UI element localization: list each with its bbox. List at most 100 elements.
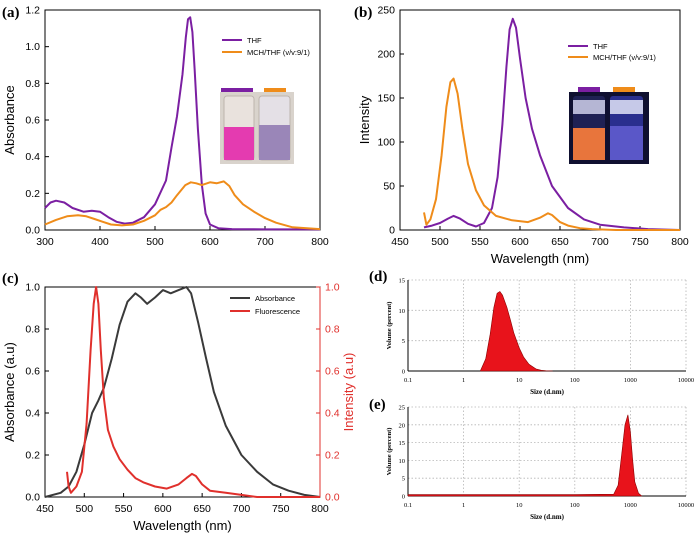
legend-entry-0: Absorbance bbox=[255, 294, 295, 303]
x-tick-label: 750 bbox=[631, 236, 649, 248]
series-line-1 bbox=[423, 77, 680, 231]
legend-entry-1: MCH/THF (v/v:9/1) bbox=[247, 48, 310, 57]
x-tick-label: 1000 bbox=[624, 377, 637, 384]
legend-entry-0: THF bbox=[593, 42, 608, 51]
legend-entry-1: Fluorescence bbox=[255, 307, 300, 316]
panel-label-e: (e) bbox=[369, 397, 386, 413]
x-tick-label: 700 bbox=[591, 236, 609, 248]
chart-panel-c: 450 500 550 600 650 700 750 8000.00.20.40.60.81… bbox=[2, 282, 356, 533]
x-tick-label: 600 bbox=[511, 236, 529, 248]
y-tick-label: 0.2 bbox=[25, 188, 40, 200]
y-tick-label: 1.0 bbox=[25, 41, 40, 53]
x-tick-label: 800 bbox=[311, 503, 329, 515]
series-line-0 bbox=[423, 17, 681, 231]
x-axis-label: Size (d.nm) bbox=[530, 513, 565, 521]
x-tick-label: 600 bbox=[201, 236, 219, 248]
y-tick-label: 0.0 bbox=[25, 225, 40, 237]
y-tick-label: 5 bbox=[402, 476, 405, 483]
x-tick-label: 450 bbox=[391, 236, 409, 248]
x-tick-label: 10000 bbox=[678, 502, 694, 509]
y-axis-label: Absorbance bbox=[2, 85, 17, 154]
x-tick-label: 800 bbox=[671, 236, 689, 248]
x-tick-label: 800 bbox=[311, 236, 329, 248]
x-tick-label: 700 bbox=[233, 503, 251, 515]
x-tick-label: 600 bbox=[154, 503, 172, 515]
series-line-0 bbox=[44, 286, 321, 498]
x-tick-label: 0.1 bbox=[404, 377, 412, 384]
chart-panel-b: 450 500 550 600 650 700 750 800 0 50 100 150 200 250 W… bbox=[357, 5, 689, 267]
y-axis-label: Volume (percent) bbox=[386, 428, 393, 476]
y2-tick-label: 0.0 bbox=[325, 492, 340, 504]
y-tick-label: 250 bbox=[377, 5, 395, 17]
inset-photo-vials-b bbox=[569, 87, 649, 164]
chart-panel-d: 0.1 1 10 100 1000 10000 0 5 10 15 Size (d.nm) Volum… bbox=[386, 278, 694, 397]
y-tick-label: 0.2 bbox=[25, 450, 40, 462]
y-tick-label: 15 bbox=[399, 440, 406, 447]
vial-marker-purple bbox=[221, 88, 253, 94]
x-tick-label: 10 bbox=[516, 502, 523, 509]
vial-marker-orange bbox=[264, 88, 286, 94]
vial-thf-emission bbox=[573, 128, 605, 160]
vial-mch-emission bbox=[610, 126, 643, 160]
x-tick-label: 500 bbox=[76, 503, 94, 515]
plot-frame bbox=[399, 9, 681, 231]
x-tick-label: 100 bbox=[570, 377, 580, 384]
x-tick-label: 500 bbox=[146, 236, 164, 248]
x-tick-label: 0.1 bbox=[404, 502, 412, 509]
y-tick-label: 200 bbox=[377, 49, 395, 61]
y-tick-label: 0.8 bbox=[25, 78, 40, 90]
size-distribution-area bbox=[479, 291, 553, 372]
x-tick-label: 1 bbox=[462, 502, 465, 509]
y-tick-label: 20 bbox=[399, 422, 406, 429]
x-tick-label: 550 bbox=[115, 503, 133, 515]
y-tick-label: 0.4 bbox=[25, 151, 40, 163]
x-tick-label: 10000 bbox=[678, 377, 694, 384]
y-tick-label: 1.0 bbox=[25, 282, 40, 294]
inset-photo-vials-a bbox=[220, 88, 294, 164]
x-tick-label: 650 bbox=[193, 503, 211, 515]
series-line-1 bbox=[44, 180, 321, 231]
series-line-0 bbox=[44, 16, 320, 231]
panel-label-d: (d) bbox=[369, 269, 387, 285]
x-axis-label: Wavelength (nm) bbox=[491, 251, 590, 266]
y-tick-label: 10 bbox=[399, 308, 406, 315]
x-tick-label: 750 bbox=[272, 503, 290, 515]
x-tick-label: 1 bbox=[462, 377, 465, 384]
vial-thf-cap-glow bbox=[573, 100, 605, 114]
vial-marker-purple bbox=[578, 87, 600, 92]
chart-panel-a: 300 400 500 600 700 800 0.0 0.2 0.4 0.6 0.8 1.0 1.2 A… bbox=[2, 5, 329, 249]
y-tick-label: 1.2 bbox=[25, 5, 40, 17]
x-tick-label: 700 bbox=[256, 236, 274, 248]
vial-marker-orange bbox=[613, 87, 635, 92]
x-tick-label: 400 bbox=[91, 236, 109, 248]
y-tick-label: 0.6 bbox=[25, 115, 40, 127]
legend-entry-0: THF bbox=[247, 36, 262, 45]
panel-label-a: (a) bbox=[2, 5, 20, 21]
y-tick-label: 0.8 bbox=[25, 324, 40, 336]
panel-label-b: (b) bbox=[354, 5, 372, 21]
x-tick-label: 100 bbox=[570, 502, 580, 509]
plot-frame bbox=[44, 286, 321, 498]
x-tick-label: 1000 bbox=[624, 502, 637, 509]
y-tick-label: 50 bbox=[383, 181, 395, 193]
x-tick-label: 10 bbox=[516, 377, 523, 384]
y2-tick-label: 1.0 bbox=[325, 282, 340, 294]
y-tick-label: 15 bbox=[399, 278, 406, 285]
y-tick-label: 0 bbox=[402, 494, 405, 501]
series-line-1 bbox=[66, 286, 320, 498]
x-axis-label: Size (d.nm) bbox=[530, 388, 565, 396]
y2-tick-label: 0.2 bbox=[325, 450, 340, 462]
x-tick-label: 300 bbox=[36, 236, 54, 248]
y-axis-label: Absorbance (a.u) bbox=[2, 342, 17, 442]
x-tick-label: 550 bbox=[471, 236, 489, 248]
y-tick-label: 0 bbox=[389, 225, 395, 237]
y-tick-label: 10 bbox=[399, 458, 406, 465]
y-axis-label: Intensity bbox=[357, 95, 372, 144]
vial-mch-cap-glow bbox=[610, 100, 643, 114]
vial-thf-solution bbox=[224, 127, 254, 160]
size-distribution-area bbox=[407, 414, 643, 497]
x-tick-label: 450 bbox=[36, 503, 54, 515]
y-tick-label: 5 bbox=[402, 338, 405, 345]
y-tick-label: 0.4 bbox=[25, 408, 40, 420]
panel-label-c: (c) bbox=[2, 271, 19, 287]
